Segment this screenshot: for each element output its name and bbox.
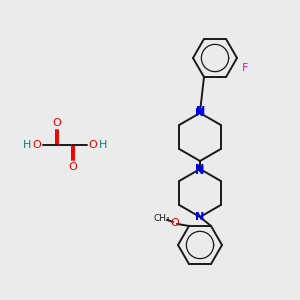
Text: O: O	[52, 118, 62, 128]
Text: N: N	[195, 166, 205, 176]
Text: O: O	[33, 140, 41, 150]
Text: H: H	[99, 140, 107, 150]
Text: H: H	[23, 140, 31, 150]
Text: F: F	[242, 63, 248, 73]
Text: CH₃: CH₃	[154, 214, 170, 224]
Text: O: O	[88, 140, 98, 150]
Text: N: N	[195, 212, 205, 222]
Text: O: O	[69, 162, 77, 172]
Text: O: O	[171, 218, 179, 228]
Text: N: N	[195, 164, 205, 174]
Text: N: N	[195, 108, 205, 118]
Text: N: N	[196, 106, 206, 116]
